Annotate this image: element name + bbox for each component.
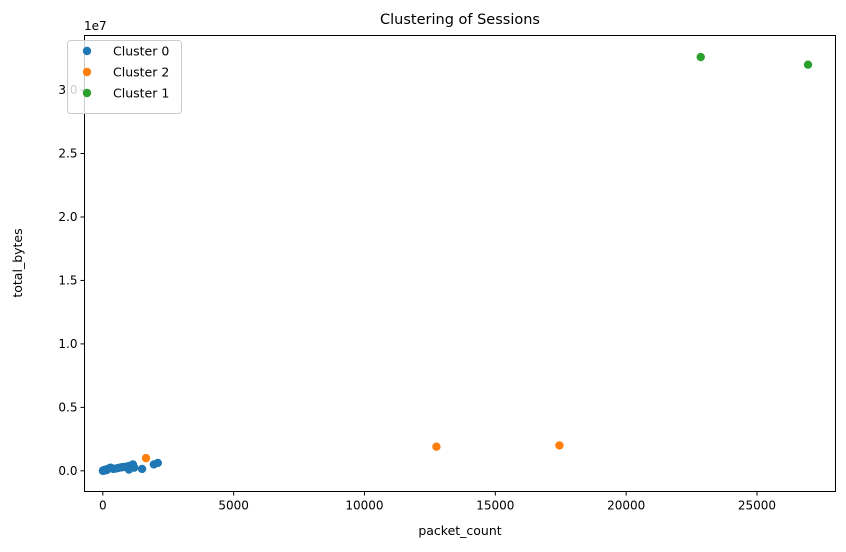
data-point-series-1	[555, 441, 564, 450]
data-point-series-1	[141, 453, 151, 463]
y-tick-label: 0.5	[58, 400, 77, 414]
data-points	[98, 52, 813, 475]
legend: Cluster 0 Cluster 2 Cluster 1	[67, 40, 182, 114]
y-tick-label: 2.5	[58, 147, 77, 161]
legend-label: Cluster 0	[113, 44, 169, 59]
y-axis: 0.00.51.01.52.02.53.0	[58, 83, 85, 478]
legend-box	[67, 40, 182, 114]
legend-marker	[82, 88, 92, 98]
legend-marker	[82, 46, 92, 56]
x-axis-label: packet_count	[418, 523, 501, 538]
data-point-series-0	[153, 458, 162, 468]
y-axis-offset-label: 1e7	[84, 19, 107, 33]
plot-frame	[84, 35, 836, 492]
data-point-series-1	[432, 442, 441, 451]
y-tick-label: 1.5	[58, 273, 77, 287]
legend-label: Cluster 1	[113, 86, 169, 101]
x-tick-label: 5000	[218, 499, 249, 513]
y-tick-label: 2.0	[58, 210, 77, 224]
chart-title: Clustering of Sessions	[380, 12, 540, 28]
y-tick-label: 1.0	[58, 337, 77, 351]
data-point-series-0	[130, 463, 139, 472]
x-axis: 0 5000 10000 15000 20000 25000	[99, 491, 776, 513]
data-point-series-2	[696, 52, 705, 62]
x-tick-label: 0	[99, 499, 107, 513]
data-point-series-0	[137, 464, 147, 474]
y-tick-label: 0.0	[58, 464, 77, 478]
x-tick-label: 20000	[607, 499, 645, 513]
x-tick-label: 15000	[476, 499, 514, 513]
y-axis-label: total_bytes	[10, 228, 25, 297]
legend-label: Cluster 2	[113, 65, 169, 80]
legend-marker	[82, 67, 92, 77]
x-tick-label: 25000	[738, 499, 776, 513]
data-point-series-2	[803, 60, 813, 69]
x-tick-label: 10000	[345, 499, 383, 513]
